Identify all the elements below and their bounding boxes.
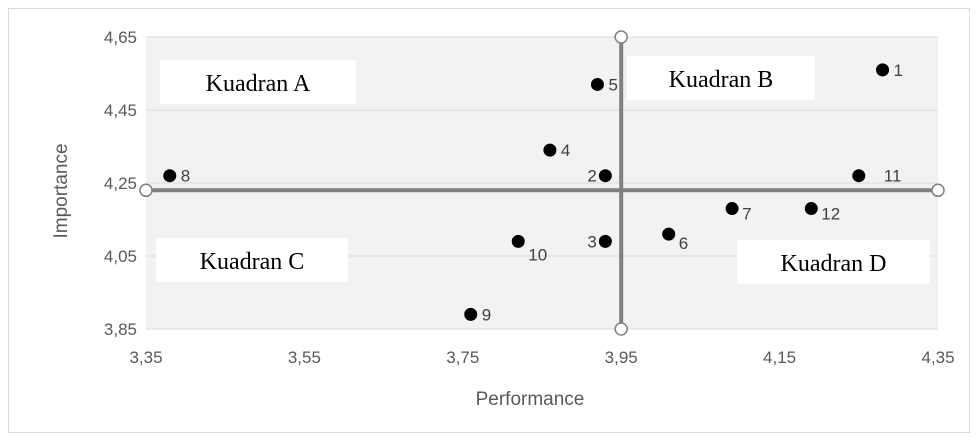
point-8	[163, 169, 177, 183]
divider-end-marker	[931, 183, 945, 198]
point-7	[725, 202, 739, 216]
y-axis-ticks: 3,85 4,05 4,25 4,45 4,65	[104, 28, 137, 339]
x-tick-label: 3,95	[605, 348, 638, 367]
point-5	[590, 77, 604, 91]
quadrant-labels: Kuadran A Kuadran B Kuadran C Kuadran D	[156, 56, 930, 284]
x-tick-label: 4,35	[921, 348, 954, 367]
y-tick-label: 4,25	[104, 174, 137, 193]
x-tick-label: 3,35	[129, 348, 162, 367]
point-label-9: 9	[482, 305, 491, 324]
quadrant-box	[156, 238, 348, 282]
quadrant-dividers	[139, 30, 945, 336]
point-11	[852, 169, 866, 183]
quadrant-box	[737, 240, 930, 284]
point-10	[511, 234, 525, 248]
point-3	[598, 234, 612, 248]
quadrant-label: Kuadran D	[781, 251, 887, 277]
point-label-10: 10	[528, 245, 547, 264]
point-12	[804, 202, 818, 216]
x-tick-label: 3,75	[446, 348, 479, 367]
point-label-8: 8	[181, 167, 190, 186]
point-4	[543, 143, 557, 157]
quadrant-box	[160, 60, 356, 104]
point-1	[876, 63, 890, 77]
point-2	[598, 169, 612, 183]
quadrant-label: Kuadran C	[200, 249, 305, 275]
x-axis-ticks: 3,35 3,55 3,75 3,95 4,15 4,35	[129, 348, 954, 367]
y-tick-label: 4,65	[104, 28, 137, 47]
x-tick-label: 4,15	[763, 348, 796, 367]
point-label-11: 11	[884, 167, 902, 186]
y-tick-label: 4,45	[104, 101, 137, 120]
point-9	[464, 307, 478, 321]
point-label-6: 6	[679, 234, 688, 253]
point-label-3: 3	[587, 232, 596, 251]
y-tick-label: 3,85	[104, 320, 137, 339]
quadrant-label: Kuadran B	[669, 67, 774, 93]
quadrant-label: Kuadran A	[206, 71, 311, 97]
point-6	[662, 227, 676, 241]
point-label-7: 7	[742, 205, 751, 224]
point-label-2: 2	[587, 167, 596, 186]
point-label-12: 12	[821, 205, 840, 224]
x-axis-title: Performance	[476, 389, 585, 410]
point-label-4: 4	[561, 141, 570, 160]
point-label-5: 5	[608, 75, 617, 94]
divider-end-marker	[139, 183, 153, 198]
x-tick-label: 3,55	[288, 348, 321, 367]
divider-end-marker	[614, 322, 628, 336]
divider-end-marker	[614, 30, 628, 44]
y-tick-label: 4,05	[104, 247, 137, 266]
point-label-1: 1	[894, 61, 903, 80]
quadrant-box	[627, 56, 815, 100]
y-axis-title: Importance	[51, 143, 72, 238]
